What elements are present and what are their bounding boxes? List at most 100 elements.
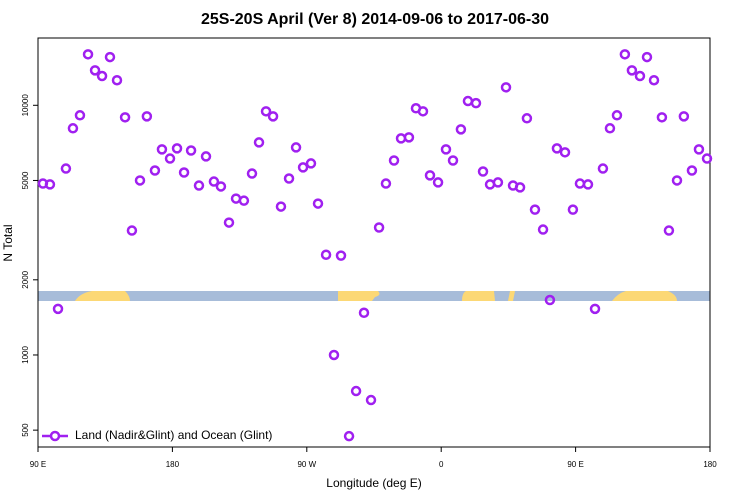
point bbox=[678, 111, 690, 122]
point bbox=[477, 166, 489, 177]
point bbox=[358, 307, 370, 319]
point bbox=[492, 177, 504, 188]
point bbox=[521, 113, 533, 124]
point bbox=[52, 303, 64, 315]
plot-frame bbox=[37, 37, 711, 448]
point bbox=[320, 249, 332, 261]
point bbox=[365, 394, 377, 406]
point bbox=[567, 204, 579, 215]
point bbox=[701, 153, 713, 164]
x-tick-label: 90 E bbox=[567, 460, 583, 469]
point bbox=[74, 110, 86, 121]
point bbox=[417, 106, 429, 117]
point bbox=[447, 155, 459, 166]
point bbox=[44, 179, 56, 190]
point bbox=[297, 162, 309, 173]
y-tick-label: 2000 bbox=[21, 270, 30, 288]
point bbox=[119, 112, 131, 123]
point bbox=[604, 123, 616, 134]
point bbox=[208, 176, 220, 187]
land bbox=[338, 291, 380, 301]
legend-marker bbox=[49, 430, 61, 442]
point bbox=[275, 201, 287, 212]
point bbox=[149, 165, 161, 176]
point bbox=[141, 111, 153, 122]
point bbox=[104, 51, 116, 63]
point bbox=[432, 177, 444, 188]
point bbox=[283, 173, 295, 184]
x-axis-label: Longitude (deg E) bbox=[326, 476, 421, 490]
x-tick-label: 0 bbox=[439, 460, 444, 469]
point bbox=[260, 106, 272, 117]
point bbox=[200, 151, 212, 162]
point bbox=[589, 303, 601, 315]
y-tick-label: 10000 bbox=[21, 94, 30, 117]
point bbox=[500, 82, 512, 93]
point bbox=[544, 294, 556, 306]
point bbox=[537, 224, 549, 235]
point bbox=[343, 430, 355, 442]
point bbox=[582, 179, 594, 190]
point bbox=[111, 74, 123, 86]
point bbox=[171, 143, 183, 154]
y-tick-label: 1000 bbox=[21, 346, 30, 364]
land bbox=[462, 291, 495, 301]
point bbox=[619, 49, 631, 60]
point bbox=[126, 225, 138, 236]
map-strip bbox=[38, 291, 710, 301]
point bbox=[328, 349, 340, 361]
y-axis-label: N Total bbox=[1, 224, 15, 261]
point bbox=[514, 182, 526, 193]
legend-label: Land (Nadir&Glint) and Ocean (Glint) bbox=[75, 428, 272, 442]
point bbox=[597, 163, 609, 174]
point bbox=[686, 165, 698, 176]
point bbox=[253, 137, 265, 148]
point bbox=[380, 178, 392, 189]
point bbox=[455, 124, 467, 135]
point bbox=[305, 158, 317, 169]
point bbox=[388, 155, 400, 166]
point bbox=[350, 385, 362, 397]
y-tick-label: 500 bbox=[21, 423, 30, 437]
point bbox=[671, 175, 683, 186]
y-tick-label: 5000 bbox=[21, 171, 30, 189]
x-tick-label: 90 W bbox=[297, 460, 316, 469]
point bbox=[60, 163, 72, 174]
point bbox=[373, 222, 385, 233]
point bbox=[178, 167, 190, 178]
point bbox=[574, 178, 586, 189]
point bbox=[134, 175, 146, 186]
point bbox=[693, 144, 705, 155]
point bbox=[634, 70, 646, 82]
point bbox=[559, 147, 571, 158]
chart-title: 25S-20S April (Ver 8) 2014-09-06 to 2017… bbox=[201, 11, 549, 28]
point bbox=[551, 143, 563, 154]
land bbox=[75, 291, 130, 301]
point bbox=[470, 97, 482, 109]
point bbox=[462, 95, 474, 107]
point bbox=[82, 49, 94, 60]
point bbox=[246, 168, 258, 179]
land bbox=[508, 291, 515, 301]
point bbox=[312, 198, 324, 209]
land bbox=[612, 291, 677, 301]
point bbox=[223, 217, 235, 228]
x-tick-label: 180 bbox=[166, 460, 180, 469]
point bbox=[185, 145, 197, 156]
point bbox=[238, 195, 250, 206]
x-tick-label: 180 bbox=[703, 460, 717, 469]
point bbox=[164, 153, 176, 164]
point bbox=[335, 250, 347, 261]
point bbox=[663, 225, 675, 236]
point bbox=[656, 112, 668, 123]
point bbox=[96, 70, 108, 82]
point bbox=[290, 142, 302, 153]
point bbox=[641, 51, 653, 63]
x-tick-label: 90 E bbox=[30, 460, 46, 469]
point bbox=[440, 144, 452, 155]
point bbox=[424, 170, 436, 181]
point bbox=[156, 144, 168, 155]
point bbox=[529, 204, 541, 215]
